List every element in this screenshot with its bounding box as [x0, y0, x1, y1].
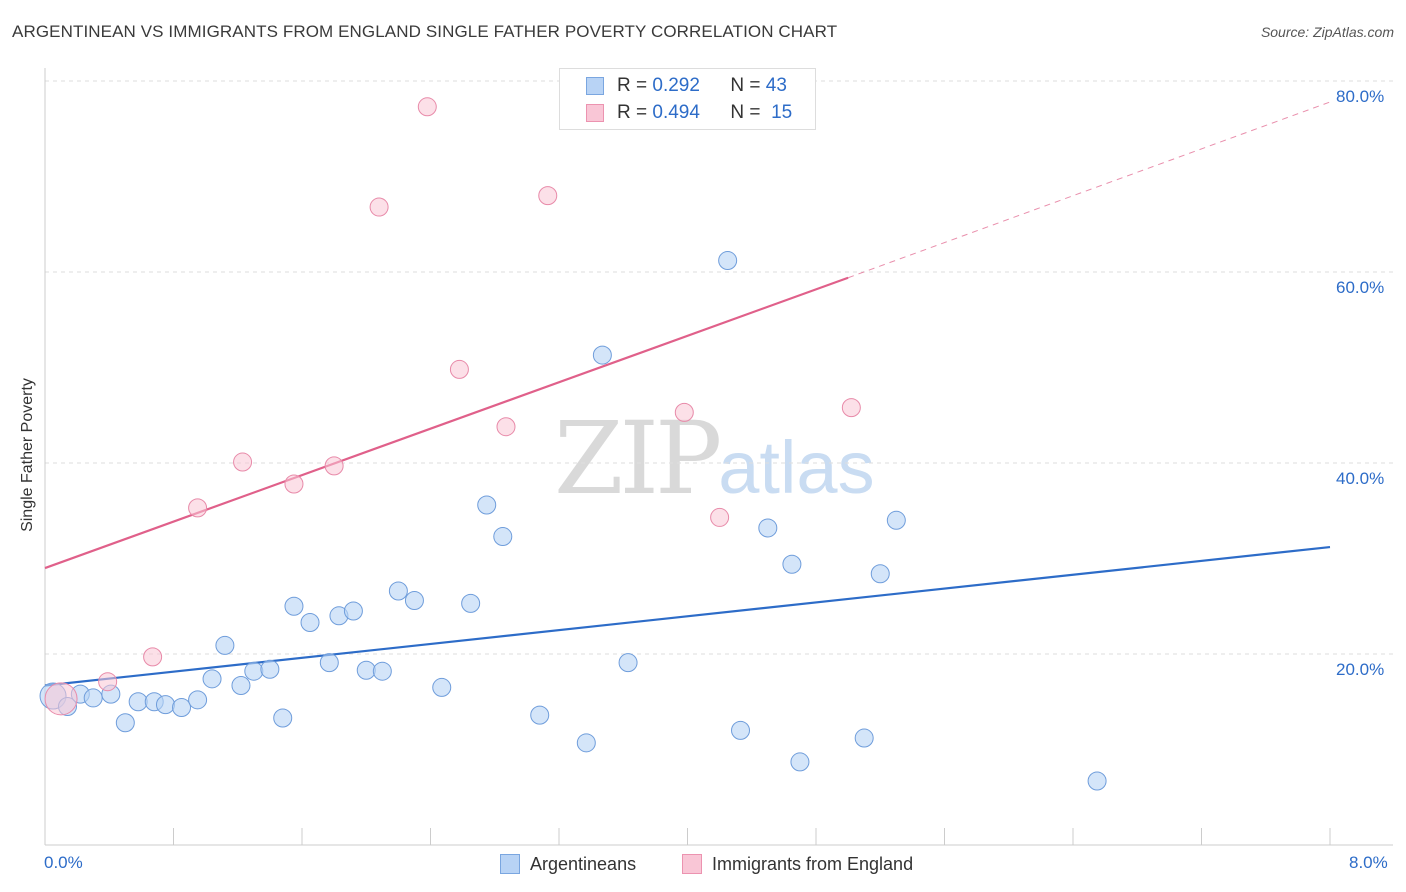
- point-argentineans-11: [202, 669, 222, 689]
- point-argentineans-36: [758, 518, 778, 538]
- point-immigrants-england-11: [538, 186, 558, 206]
- point-argentineans-18: [300, 612, 320, 632]
- point-argentineans-12: [215, 635, 235, 655]
- point-argentineans-3: [83, 688, 103, 708]
- legend-item-immigrants-england: Immigrants from England: [682, 852, 913, 876]
- point-immigrants-england-6: [324, 456, 344, 476]
- r-value: 0.494: [652, 102, 700, 123]
- point-argentineans-6: [128, 692, 148, 712]
- point-immigrants-england-10: [496, 417, 516, 437]
- point-immigrants-england-4: [233, 452, 253, 472]
- point-argentineans-10: [188, 690, 208, 710]
- legend-label-immigrants-england: Immigrants from England: [712, 853, 914, 874]
- point-argentineans-5: [115, 713, 135, 733]
- legend-row-argentineans: R = 0.292 N = 43: [586, 73, 787, 99]
- point-argentineans-40: [870, 564, 890, 584]
- point-argentineans-22: [356, 660, 376, 680]
- y-tick-label-40: 40.0%: [1336, 469, 1385, 488]
- point-immigrants-england-7: [369, 197, 389, 217]
- y-tick-label-60: 60.0%: [1336, 278, 1385, 297]
- legend-label-argentineans: Argentineans: [530, 853, 637, 874]
- point-immigrants-england-5: [284, 474, 304, 494]
- x-tick-label-max: 8.0%: [1349, 853, 1388, 872]
- y-tick-label-80: 80.0%: [1336, 87, 1385, 106]
- watermark: ZIPatlas: [554, 400, 875, 517]
- watermark-atlas: atlas: [718, 426, 875, 509]
- watermark-zip: ZIP: [554, 400, 722, 517]
- point-argentineans-13: [231, 676, 251, 696]
- point-immigrants-england-14: [841, 398, 861, 418]
- point-immigrants-england-3: [188, 498, 208, 518]
- chart-title: ARGENTINEAN VS IMMIGRANTS FROM ENGLAND S…: [12, 22, 838, 41]
- trendline-immigrants-england-extension: [847, 101, 1331, 279]
- point-immigrants-england-1: [98, 672, 118, 692]
- point-argentineans-25: [404, 591, 424, 611]
- point-immigrants-england-0: [44, 682, 78, 716]
- x-tick-label-min: 0.0%: [44, 853, 83, 872]
- point-argentineans-30: [530, 705, 550, 725]
- legend-swatch-pink: [682, 854, 702, 874]
- point-immigrants-england-12: [674, 402, 694, 422]
- point-immigrants-england-2: [143, 647, 163, 667]
- point-immigrants-england-13: [710, 507, 730, 527]
- point-argentineans-17: [284, 596, 304, 616]
- trendline-immigrants-england: [44, 276, 849, 570]
- point-argentineans-41: [886, 510, 906, 530]
- n-value: 43: [765, 75, 787, 96]
- n-label: N =: [730, 102, 761, 123]
- point-argentineans-28: [477, 495, 497, 515]
- point-argentineans-14: [244, 661, 264, 681]
- y-axis-label: Single Father Poverty: [19, 378, 36, 532]
- point-argentineans-29: [493, 527, 513, 547]
- n-value: 15: [771, 102, 793, 123]
- point-argentineans-31: [576, 733, 596, 753]
- legend-item-argentineans: Argentineans: [500, 852, 636, 876]
- point-argentineans-23: [388, 581, 408, 601]
- point-argentineans-37: [782, 554, 802, 574]
- point-argentineans-24: [372, 661, 392, 681]
- source-note: Source: ZipAtlas.com: [1260, 24, 1394, 40]
- point-argentineans-32: [592, 345, 612, 365]
- point-argentineans-38: [790, 752, 810, 772]
- point-argentineans-35: [731, 720, 751, 740]
- point-argentineans-33: [618, 653, 638, 673]
- legend-row-immigrants-england: R = 0.494 N = 15: [586, 100, 792, 126]
- point-argentineans-42: [1087, 771, 1107, 791]
- legend-swatch-blue: [500, 854, 520, 874]
- r-label: R =: [617, 102, 648, 123]
- y-tick-label-20: 20.0%: [1336, 660, 1385, 679]
- point-argentineans-16: [273, 708, 293, 728]
- point-immigrants-england-8: [417, 97, 437, 117]
- legend-swatch-pink: [586, 104, 604, 122]
- point-argentineans-9: [172, 697, 192, 717]
- point-argentineans-19: [319, 653, 339, 673]
- point-argentineans-21: [343, 601, 363, 621]
- point-immigrants-england-9: [449, 359, 469, 379]
- n-label: N =: [730, 75, 761, 96]
- point-argentineans-34: [718, 251, 738, 271]
- r-label: R =: [617, 75, 648, 96]
- r-value: 0.292: [652, 75, 700, 96]
- legend-swatch-blue: [586, 77, 604, 95]
- point-argentineans-27: [461, 593, 481, 613]
- point-argentineans-15: [260, 659, 280, 679]
- trendline-argentineans: [44, 545, 1331, 687]
- point-argentineans-8: [155, 695, 175, 715]
- point-argentineans-39: [854, 728, 874, 748]
- point-argentineans-26: [432, 677, 452, 697]
- correlation-legend: R = 0.292 N = 43 R = 0.494 N = 15: [559, 68, 816, 130]
